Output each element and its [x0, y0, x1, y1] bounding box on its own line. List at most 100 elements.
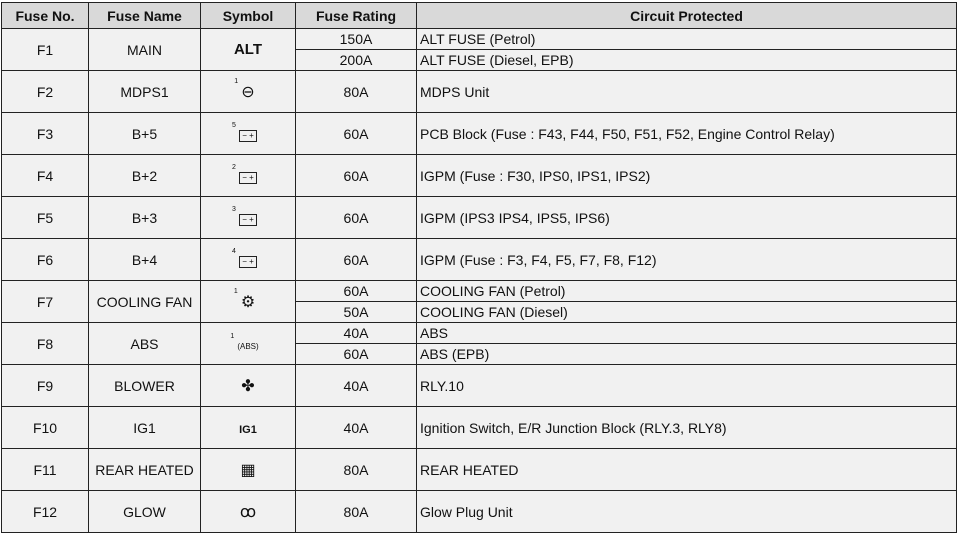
- symbol: 1 ⚙: [200, 280, 296, 323]
- symbol: IG1: [200, 406, 296, 449]
- symbol-number: 5: [232, 122, 236, 129]
- symbol-number: 1: [233, 287, 238, 295]
- fuse-name: B+2: [88, 154, 201, 197]
- fuse-name: GLOW: [88, 490, 201, 533]
- fuse-rating: 200A: [295, 49, 417, 71]
- table-row: F1 MAIN ALT 150A ALT FUSE (Petrol): [1, 28, 957, 71]
- fuse-rating: 60A: [295, 343, 417, 365]
- symbol: 5− +: [200, 112, 296, 155]
- circuit-protected: IGPM (Fuse : F3, F4, F5, F7, F8, F12): [416, 238, 957, 281]
- cooling-fan-icon: ⚙: [240, 293, 256, 311]
- symbol: ALT: [200, 28, 296, 71]
- fuse-rating: 60A: [295, 112, 417, 155]
- table-row: F10 IG1 IG1 40A Ignition Switch, E/R Junctio…: [1, 406, 957, 449]
- circuit-protected: ABS (EPB): [416, 343, 957, 365]
- fuse-rating: 50A: [295, 301, 417, 323]
- table-row: F7 COOLING FAN 1 ⚙ 60A COOLING FAN (Petrol): [1, 280, 957, 323]
- fuse-no: F12: [1, 490, 89, 533]
- symbol-number: 2: [232, 164, 236, 171]
- fuse-rating: 60A: [295, 238, 417, 281]
- fuse-no: F2: [1, 70, 89, 113]
- circuit-protected: IGPM (IPS3 IPS4, IPS5, IPS6): [416, 196, 957, 239]
- table-row: F9 BLOWER ✤ 40A RLY.10: [1, 364, 957, 407]
- table-row: F8 ABS 1 (ABS) 40A ABS: [1, 322, 957, 365]
- symbol-number: 4: [232, 248, 236, 255]
- table-row: F3 B+5 5− +60A PCB Block (Fuse : F43, F44, …: [1, 112, 957, 155]
- circuit-protected: IGPM (Fuse : F30, IPS0, IPS1, IPS2): [416, 154, 957, 197]
- fuse-rating: 40A: [295, 364, 417, 407]
- fuse-rating: 40A: [295, 406, 417, 449]
- table-row: 200A ALT FUSE (Diesel, EPB): [2, 49, 957, 71]
- fuse-no: F11: [1, 448, 89, 491]
- circuit-protected: ALT FUSE (Diesel, EPB): [416, 49, 957, 71]
- header-fuse-rating: Fuse Rating: [295, 2, 417, 29]
- fuse-no: F1: [1, 28, 89, 71]
- fuse-name: B+4: [88, 238, 201, 281]
- abs-icon: (ABS): [237, 341, 259, 351]
- fuse-no: F8: [1, 322, 89, 365]
- fuse-rating: 60A: [295, 154, 417, 197]
- symbol-number: 1: [234, 77, 239, 85]
- fuse-rating: 60A: [295, 280, 417, 302]
- table-row: 50A COOLING FAN (Diesel): [2, 301, 957, 323]
- circuit-protected: COOLING FAN (Diesel): [416, 301, 957, 323]
- header-circuit: Circuit Protected: [416, 2, 957, 29]
- table-row: F6 B+4 4− +60A IGPM (Fuse : F3, F4, F5, F7,…: [1, 238, 957, 281]
- table-row: F5 B+3 3− +60A IGPM (IPS3 IPS4, IPS5, IPS6): [1, 196, 957, 239]
- symbol-text: IG1: [239, 423, 257, 436]
- fuse-rating: 80A: [295, 448, 417, 491]
- circuit-protected: RLY.10: [416, 364, 957, 407]
- fuse-name: B+3: [88, 196, 201, 239]
- circuit-protected: Glow Plug Unit: [416, 490, 957, 533]
- fuse-name: ABS: [88, 322, 201, 365]
- fuse-rating: 150A: [295, 28, 417, 50]
- fuse-rating: 40A: [295, 322, 417, 344]
- battery-icon: − +: [239, 256, 257, 268]
- header-fuse-no: Fuse No.: [1, 2, 89, 29]
- fuse-name: IG1: [88, 406, 201, 449]
- fuse-name: B+5: [88, 112, 201, 155]
- table-row: F4 B+2 2− +60A IGPM (Fuse : F30, IPS0, IPS1…: [1, 154, 957, 197]
- header-symbol: Symbol: [200, 2, 296, 29]
- circuit-protected: REAR HEATED: [416, 448, 957, 491]
- circuit-protected: COOLING FAN (Petrol): [416, 280, 957, 302]
- fuse-name: REAR HEATED: [88, 448, 201, 491]
- blower-fan-icon: ✤: [241, 377, 255, 395]
- symbol: 1 ⊖: [200, 70, 296, 113]
- symbol: 2− +: [200, 154, 296, 197]
- fuse-no: F3: [1, 112, 89, 155]
- fuse-no: F4: [1, 154, 89, 197]
- fuse-no: F9: [1, 364, 89, 407]
- circuit-protected: PCB Block (Fuse : F43, F44, F50, F51, F5…: [416, 112, 957, 155]
- symbol-number: 3: [232, 206, 236, 213]
- fuse-rating: 80A: [295, 490, 417, 533]
- fuse-no: F5: [1, 196, 89, 239]
- fuse-name: MAIN: [88, 28, 201, 71]
- header-row: Fuse No. Fuse Name Symbol Fuse Rating Ci…: [1, 2, 957, 29]
- fuse-rating: 80A: [295, 70, 417, 113]
- symbol: ✤: [200, 364, 296, 407]
- circuit-protected: MDPS Unit: [416, 70, 957, 113]
- fuse-no: F10: [1, 406, 89, 449]
- symbol: 4− +: [200, 238, 296, 281]
- table-row: F2 MDPS1 1 ⊖ 80A MDPS Unit: [1, 70, 957, 113]
- symbol-number: 1: [230, 332, 235, 340]
- symbol: ▦: [200, 448, 296, 491]
- fuse-name: MDPS1: [88, 70, 201, 113]
- circuit-protected: ABS: [416, 322, 957, 344]
- header-fuse-name: Fuse Name: [88, 2, 201, 29]
- symbol: ꝏ: [200, 490, 296, 533]
- symbol: 3− +: [200, 196, 296, 239]
- table-row: F12 GLOW ꝏ 80A Glow Plug Unit: [1, 490, 957, 533]
- table-row: 60A ABS (EPB): [2, 343, 957, 365]
- battery-icon: − +: [239, 172, 257, 184]
- circuit-protected: Ignition Switch, E/R Junction Block (RLY…: [416, 406, 957, 449]
- battery-icon: − +: [239, 130, 257, 142]
- glow-plug-icon: ꝏ: [239, 503, 257, 521]
- symbol: 1 (ABS): [200, 322, 296, 365]
- steering-wheel-icon: ⊖: [241, 83, 255, 101]
- circuit-protected: ALT FUSE (Petrol): [416, 28, 957, 50]
- fuse-table: Fuse No. Fuse Name Symbol Fuse Rating Ci…: [1, 2, 957, 533]
- fuse-rating: 60A: [295, 196, 417, 239]
- fuse-name: COOLING FAN: [88, 280, 201, 323]
